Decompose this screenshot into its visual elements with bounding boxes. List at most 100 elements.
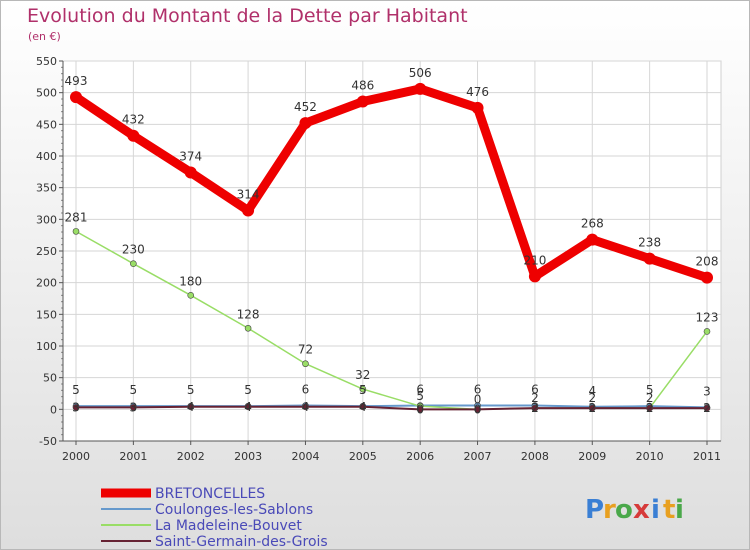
logo-letter: P (585, 495, 604, 525)
data-label: 6 (474, 383, 482, 397)
data-point (586, 233, 599, 246)
legend-label: BRETONCELLES (155, 486, 265, 502)
logo-letter: i (651, 495, 660, 525)
data-label: 4 (244, 400, 252, 414)
data-label: 6 (531, 383, 539, 397)
data-point (416, 406, 424, 413)
data-label: 72 (298, 343, 313, 357)
x-tick-label: 2010 (636, 450, 664, 463)
data-label: 486 (351, 79, 374, 93)
data-point (528, 270, 541, 283)
chart-subtitle: (en €) (28, 30, 61, 43)
data-label: 5 (72, 383, 80, 397)
data-point (187, 403, 195, 411)
legend-label: La Madeleine-Bouvet (155, 518, 302, 534)
data-label: 4 (187, 400, 195, 414)
x-tick-label: 2005 (349, 450, 377, 463)
data-label: 2 (531, 401, 539, 415)
data-label: 0 (416, 402, 424, 416)
x-tick-label: 2004 (291, 450, 319, 463)
data-point (72, 404, 80, 411)
data-label: 268 (581, 217, 604, 231)
data-label: 506 (409, 66, 432, 80)
data-point (414, 82, 427, 95)
y-tick-label: 50 (43, 372, 57, 385)
y-tick-label: 200 (36, 277, 57, 290)
data-point (244, 324, 252, 332)
y-tick-label: 300 (36, 213, 57, 226)
chart-title: Evolution du Montant de la Dette par Hab… (27, 5, 468, 27)
data-label: 2 (703, 401, 711, 415)
data-label: 4 (359, 400, 367, 414)
data-label: 0 (474, 402, 482, 416)
data-point (244, 403, 252, 411)
data-label: 3 (703, 384, 711, 398)
data-point (588, 404, 596, 412)
data-label: 6 (416, 383, 424, 397)
data-label: 0 (474, 392, 482, 406)
x-tick-label: 2011 (693, 450, 721, 463)
data-point (359, 385, 367, 393)
data-point (72, 228, 80, 235)
data-point (531, 404, 539, 412)
data-label: 476 (466, 85, 489, 99)
data-label: 5 (646, 383, 654, 397)
data-label: 180 (179, 274, 202, 288)
y-tick-label: 150 (36, 308, 57, 321)
data-label: 32 (355, 368, 370, 382)
series-line (71, 84, 712, 283)
data-point (359, 403, 367, 411)
data-point (474, 406, 481, 413)
y-tick-label: 250 (36, 245, 57, 258)
x-tick-label: 2000 (62, 450, 90, 463)
data-point (187, 292, 195, 299)
y-tick-label: -50 (39, 435, 57, 448)
x-tick-label: 2006 (406, 450, 434, 463)
data-label: 208 (696, 255, 719, 269)
data-label: 6 (302, 383, 310, 397)
y-tick-label: 550 (36, 55, 57, 68)
data-label: 2 (531, 391, 539, 405)
x-tick-label: 2003 (234, 450, 262, 463)
logo-letter: i (675, 495, 684, 525)
data-label: 5 (130, 383, 138, 397)
data-point (242, 204, 255, 217)
x-tick-label: 2007 (464, 450, 492, 463)
data-point (703, 328, 711, 335)
data-point (130, 404, 137, 411)
data-point (471, 101, 484, 114)
data-label: 238 (638, 236, 661, 250)
data-point (302, 360, 309, 368)
data-label: 210 (523, 253, 546, 267)
data-point (302, 403, 309, 411)
data-label: 128 (237, 307, 260, 321)
data-label: 5 (359, 383, 367, 397)
data-point (646, 404, 653, 412)
data-label: 281 (65, 210, 88, 224)
x-tick-label: 2002 (177, 450, 205, 463)
legend-label: Saint-Germain-des-Grois (155, 534, 328, 549)
data-point (703, 404, 711, 412)
data-point (130, 260, 137, 267)
y-tick-label: 450 (36, 118, 57, 131)
data-label: 3 (130, 400, 138, 414)
data-label: 2 (588, 391, 596, 405)
proxiti-logo: Pr o x i t i (585, 495, 684, 525)
data-point (643, 252, 656, 265)
y-tick-label: 100 (36, 340, 57, 353)
data-label: 374 (179, 149, 202, 163)
y-tick-label: 400 (36, 150, 57, 163)
data-label: 4 (302, 400, 310, 414)
data-label: 5 (416, 389, 424, 403)
series-layer (70, 82, 713, 413)
data-label: 452 (294, 100, 317, 114)
data-label: 5 (187, 383, 195, 397)
y-tick-label: 0 (50, 403, 57, 416)
logo-letter: x (633, 495, 650, 525)
data-label: 2 (588, 401, 596, 415)
data-point (701, 271, 713, 284)
data-label: 5 (244, 383, 252, 397)
